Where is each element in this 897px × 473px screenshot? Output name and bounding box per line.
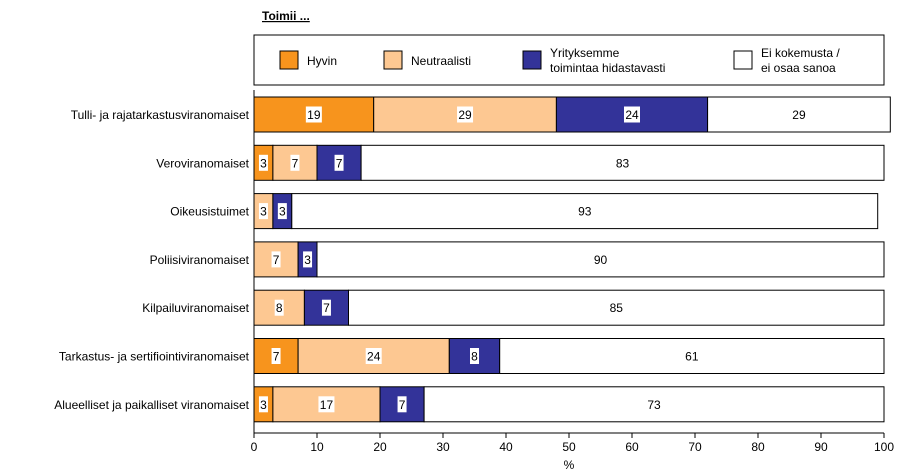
bar-segment [373,96,557,133]
legend-swatch [522,50,542,70]
data-label-background [258,203,268,220]
legend-label: Ei kokemusta / [761,46,840,60]
data-label-background [271,348,281,364]
data-label: 3 [260,205,267,219]
category-label: Tulli- ja rajatarkastusviranomaiset [71,108,250,122]
data-label: 7 [399,398,406,412]
bars: 19 29 24 293 7 7 833 3 937 3 908 7 857 24 8 613 17 7 73 [253,96,891,423]
bar-row: 8 7 85 [253,289,885,326]
data-label: 24 [367,350,381,364]
legend-label: Hyvin [307,54,337,68]
data-label: 7 [336,156,343,170]
data-label-background [334,154,344,171]
x-axis: 0 10 20 30 40 50 60 70 80 90 100 [251,90,894,454]
legend-box [253,34,885,86]
data-label-background [277,203,287,220]
data-label-background [608,299,625,316]
x-tick-label: 10 [310,440,324,454]
x-tick-label: 0 [251,440,258,454]
category-labels: Tulli- ja rajatarkastusviranomaiset Verov… [54,108,249,412]
x-tick-label: 50 [562,440,576,454]
data-label-background [646,396,663,413]
x-tick-label: 60 [625,440,639,454]
bar-row: 3 7 7 83 [253,144,885,181]
data-label: 7 [292,156,299,170]
data-label-background [397,396,407,413]
data-label: 24 [625,108,639,122]
data-label-background [790,106,807,123]
data-label: 19 [307,108,321,122]
data-label: 29 [792,108,806,122]
legend-swatch [733,50,753,70]
x-tick-label: 90 [814,440,828,454]
data-label: 3 [260,156,267,170]
data-label: 93 [578,205,592,219]
data-label-background [683,348,700,364]
category-label: Poliisiviranomaiset [150,253,250,267]
data-label: 61 [685,350,699,364]
category-label: Oikeusistuimet [170,205,249,219]
bar-row: 7 3 90 [253,241,885,278]
x-axis-label: % [564,458,575,472]
bar-row: 3 3 93 [253,193,879,230]
bar-row: 3 17 7 73 [253,386,885,423]
data-label-background [303,251,313,268]
data-label: 85 [610,301,624,315]
data-label: 8 [471,350,478,364]
category-label: Veroviranomaiset [156,156,249,170]
data-label-background [457,106,474,123]
data-label-background [624,106,640,123]
bar-row: 7 24 8 61 [253,338,885,374]
data-label: 73 [647,398,661,412]
data-label: 7 [273,350,280,364]
data-label-background [271,251,281,268]
data-label: 3 [260,398,267,412]
data-label-background [290,154,300,171]
legend-label: Yrityksemme [550,46,620,60]
data-label: 7 [273,253,280,267]
category-label: Alueelliset ja paikalliset viranomaiset [54,398,249,412]
data-label-background [614,154,631,171]
data-label: 83 [616,156,630,170]
data-label-background [318,396,335,413]
data-label: 90 [594,253,608,267]
x-tick-label: 20 [373,440,387,454]
data-label-background [321,299,331,316]
chart-title: Toimii ... [262,9,310,23]
data-label: 8 [276,301,283,315]
legend-swatch [383,50,403,70]
data-label-background [305,106,322,123]
x-tick-label: 80 [751,440,765,454]
category-label: Tarkastus- ja sertifiointiviranomaiset [59,350,250,364]
data-label-background [592,251,609,268]
x-tick-label: 30 [436,440,450,454]
legend-label: Neutraalisti [411,54,471,68]
data-label: 17 [320,398,334,412]
data-label: 3 [279,205,286,219]
data-label-background [258,396,268,413]
data-label-background [365,348,382,364]
data-label-background [258,154,268,171]
x-tick-label: 70 [688,440,702,454]
category-label: Kilpailuviranomaiset [142,301,249,315]
legend-label: toimintaa hidastavasti [550,61,665,75]
data-label-background [576,203,593,220]
data-label-background [274,299,284,316]
data-label-background [470,348,479,364]
data-label: 3 [304,253,311,267]
bar-row: 19 29 24 29 [253,96,891,133]
x-tick-label: 40 [499,440,513,454]
legend-label: ei osaa sanoa [761,61,836,75]
data-label: 7 [323,301,330,315]
legend-swatch [279,50,299,70]
x-tick-label: 100 [874,440,894,454]
data-label: 29 [458,108,472,122]
